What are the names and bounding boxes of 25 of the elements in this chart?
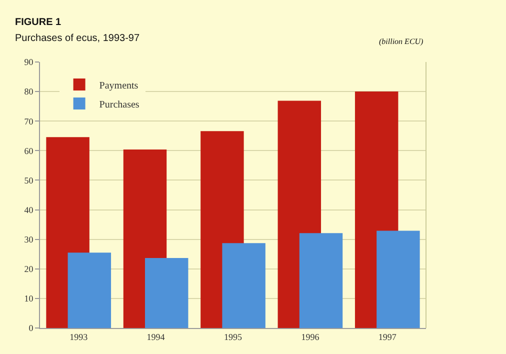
chart-title: FIGURE 1 [15,17,62,28]
y-tick-label: 20 [24,264,34,274]
x-tick-label: 1995 [224,332,242,342]
x-tick-label: 1993 [70,332,88,342]
y-tick-label: 30 [24,234,34,244]
x-tick-label: 1997 [378,332,397,342]
y-tick-label: 40 [24,204,34,215]
bar [68,252,112,328]
bar [222,243,266,328]
legend-label: Payments [99,80,138,92]
y-tick-label: 10 [24,294,34,304]
legend-label: Purchases [99,99,140,110]
y-tick-label: 80 [24,86,34,97]
x-tick-label: 1994 [146,332,166,342]
y-tick-label: 70 [24,116,34,126]
chart-subtitle: Purchases of ecus, 1993-97 [15,33,140,44]
y-tick-label: 60 [24,146,34,156]
x-tick-label: 1996 [301,332,320,342]
text: (billion ECU) [379,37,424,46]
bar [144,258,188,328]
y-tick-label: 50 [24,175,34,186]
bar [299,233,343,328]
y-tick-label: 0 [28,323,34,334]
bar [376,230,420,328]
y-tick-label: 90 [24,57,34,68]
